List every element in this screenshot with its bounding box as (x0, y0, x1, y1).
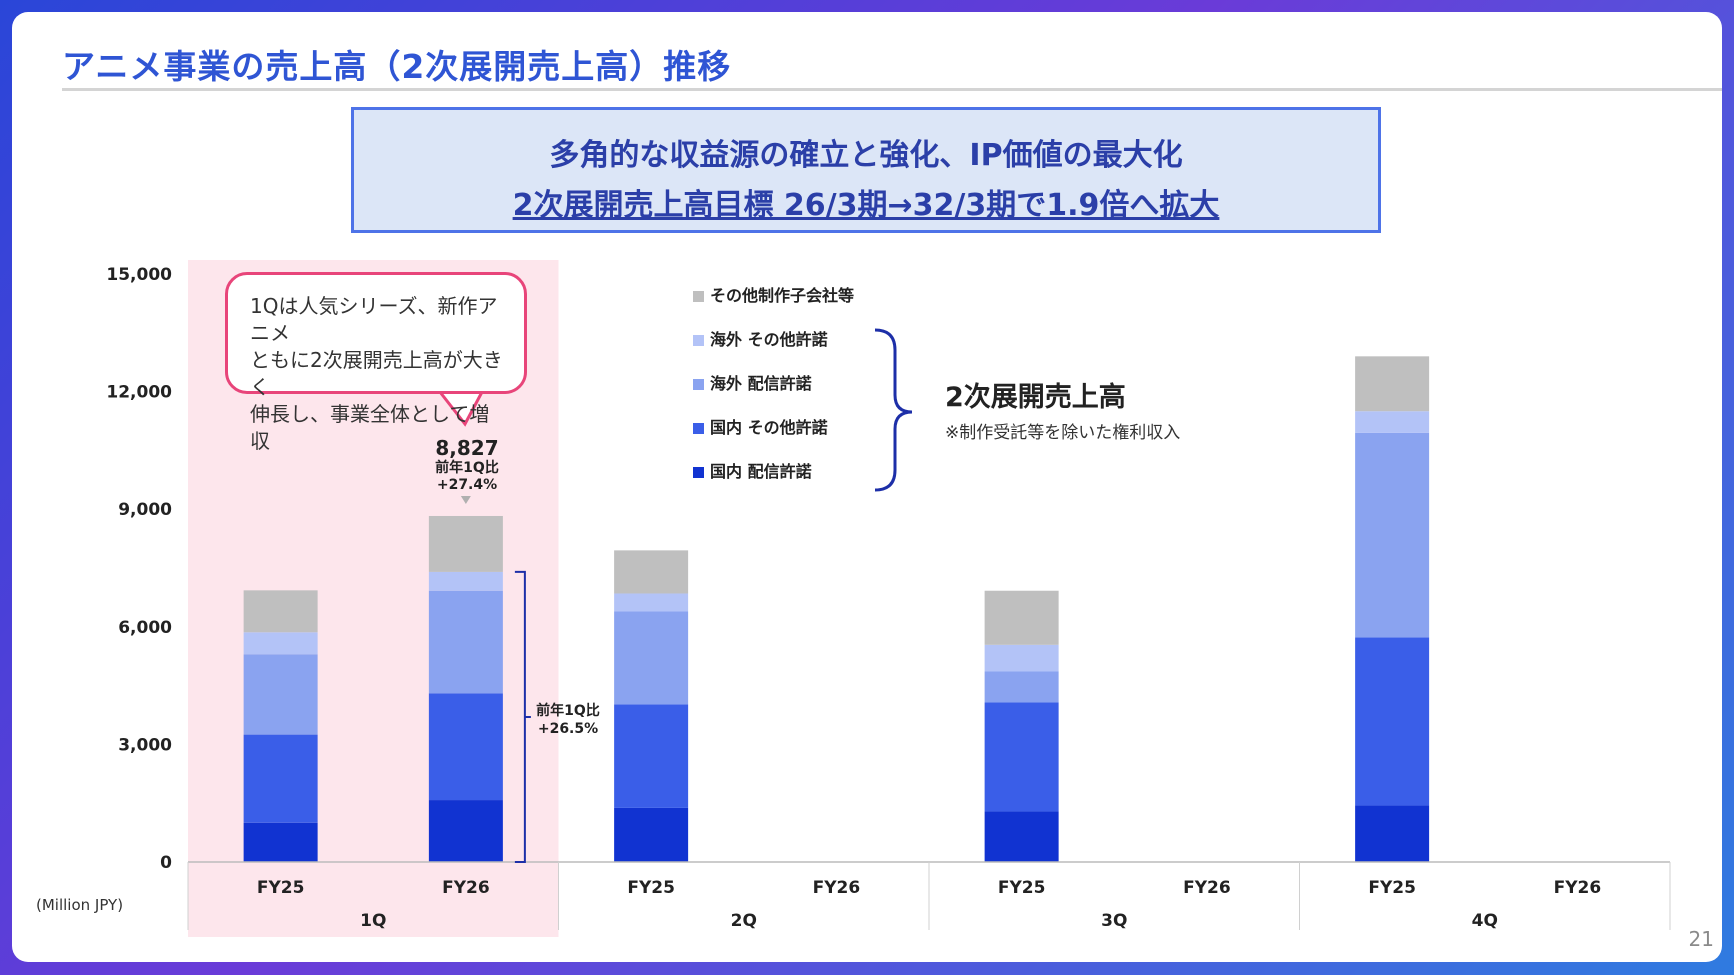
title-rule (62, 88, 1722, 91)
callout-line-3: 伸長し、事業全体として増収 (250, 402, 490, 453)
total-value: 8,827 (435, 436, 499, 460)
headline-box: 多角的な収益源の確立と強化、IP価値の最大化 2次展開売上高目標 26/3期→3… (351, 107, 1381, 233)
bar-segment-3 (243, 654, 318, 735)
legend-label: 海外 その他許諾 (710, 330, 828, 349)
legend-swatch (693, 423, 704, 434)
callout-tail-fill (440, 392, 482, 424)
bar-segment-1 (243, 822, 318, 862)
x-group-label: 3Q (1101, 911, 1127, 931)
bar-segment-1 (428, 800, 503, 862)
total-yoy-value: +27.4% (436, 477, 498, 493)
bar-segment-3 (984, 671, 1059, 703)
bar-segment-1 (614, 807, 689, 862)
y-tick-label: 15,000 (106, 265, 172, 285)
callout-line-1: 1Qは人気シリーズ、新作アニメ (250, 294, 498, 345)
bracket-note: ※制作受託等を除いた権利収入 (945, 423, 1181, 443)
bar-segment-4 (984, 644, 1059, 672)
y-tick-label: 6,000 (118, 618, 172, 638)
bar-segment-2 (1355, 637, 1430, 806)
x-tick-label: FY26 (813, 878, 861, 898)
bar-segment-2 (984, 702, 1059, 812)
callout-line-2: ともに2次展開売上高が大きく (250, 348, 503, 399)
axis-unit-label: (Million JPY) (36, 896, 124, 914)
bar-segment-5 (614, 550, 689, 594)
bar-segment-5 (428, 515, 503, 572)
headline-line-1: 多角的な収益源の確立と強化、IP価値の最大化 (549, 138, 1183, 173)
secondary-yoy-label: 前年1Q比 (536, 703, 600, 719)
x-group-label: 1Q (360, 911, 386, 931)
legend-swatch (693, 291, 704, 302)
bar-segment-2 (428, 693, 503, 801)
secondary-growth-annotation: 前年1Q比 +26.5% (528, 702, 608, 738)
bar-segment-1 (984, 811, 1059, 862)
page-title: アニメ事業の売上高（2次展開売上高）推移 (62, 47, 732, 86)
legend-item: 海外 配信許諾 (693, 370, 812, 394)
x-tick-label: FY25 (257, 878, 305, 898)
bar-segment-5 (984, 590, 1059, 645)
legend-label: 海外 配信許諾 (710, 374, 812, 393)
bar-segment-4 (614, 593, 689, 612)
total-pointer-icon (460, 495, 471, 504)
legend-label: その他制作子会社等 (710, 286, 855, 305)
y-tick-label: 3,000 (118, 735, 172, 755)
x-group-label: 2Q (731, 911, 757, 931)
total-annotation: 8,827 前年1Q比 +27.4% (417, 436, 517, 494)
legend-item: 海外 その他許諾 (693, 326, 828, 350)
legend-label: 国内 その他許諾 (710, 418, 828, 437)
legend-item: 国内 その他許諾 (693, 414, 828, 438)
bar-segment-4 (1355, 411, 1430, 433)
legend-item: その他制作子会社等 (693, 282, 854, 306)
bar-segment-1 (1355, 805, 1430, 862)
x-tick-label: FY25 (1368, 878, 1416, 898)
bar-segment-5 (243, 590, 318, 633)
callout-tail-icon (438, 391, 484, 427)
y-tick-label: 9,000 (118, 500, 172, 520)
x-tick-label: FY26 (442, 878, 490, 898)
bracket-title: 2次展開売上高 (945, 382, 1126, 413)
legend-swatch (693, 335, 704, 346)
y-tick-label: 0 (160, 853, 172, 873)
x-group-label: 4Q (1472, 911, 1498, 931)
legend-swatch (693, 467, 704, 478)
bar-segment-3 (428, 590, 503, 694)
bar-segment-2 (243, 734, 318, 823)
secondary-yoy-value: +26.5% (537, 721, 599, 737)
total-yoy-label: 前年1Q比 (435, 460, 499, 476)
callout-box: 1Qは人気シリーズ、新作アニメ ともに2次展開売上高が大きく 伸長し、事業全体と… (225, 272, 527, 453)
page-number: 21 (1688, 927, 1714, 951)
bar-segment-4 (243, 632, 318, 655)
secondary-bracket-icon (514, 570, 531, 863)
bar-segment-5 (1355, 356, 1430, 412)
legend-brace-icon (874, 328, 913, 492)
bar-segment-4 (428, 571, 503, 591)
x-tick-label: FY25 (627, 878, 675, 898)
x-tick-label: FY25 (998, 878, 1046, 898)
bar-segment-3 (614, 611, 689, 705)
x-tick-label: FY26 (1554, 878, 1602, 898)
bar-segment-3 (1355, 432, 1430, 638)
legend-label: 国内 配信許諾 (710, 462, 812, 481)
x-tick-label: FY26 (1183, 878, 1231, 898)
bar-segment-2 (614, 704, 689, 808)
legend-item: 国内 配信許諾 (693, 458, 812, 482)
y-tick-label: 12,000 (106, 383, 172, 403)
legend-swatch (693, 379, 704, 390)
headline-line-2: 2次展開売上高目標 26/3期→32/3期で1.9倍へ拡大 (512, 188, 1220, 223)
